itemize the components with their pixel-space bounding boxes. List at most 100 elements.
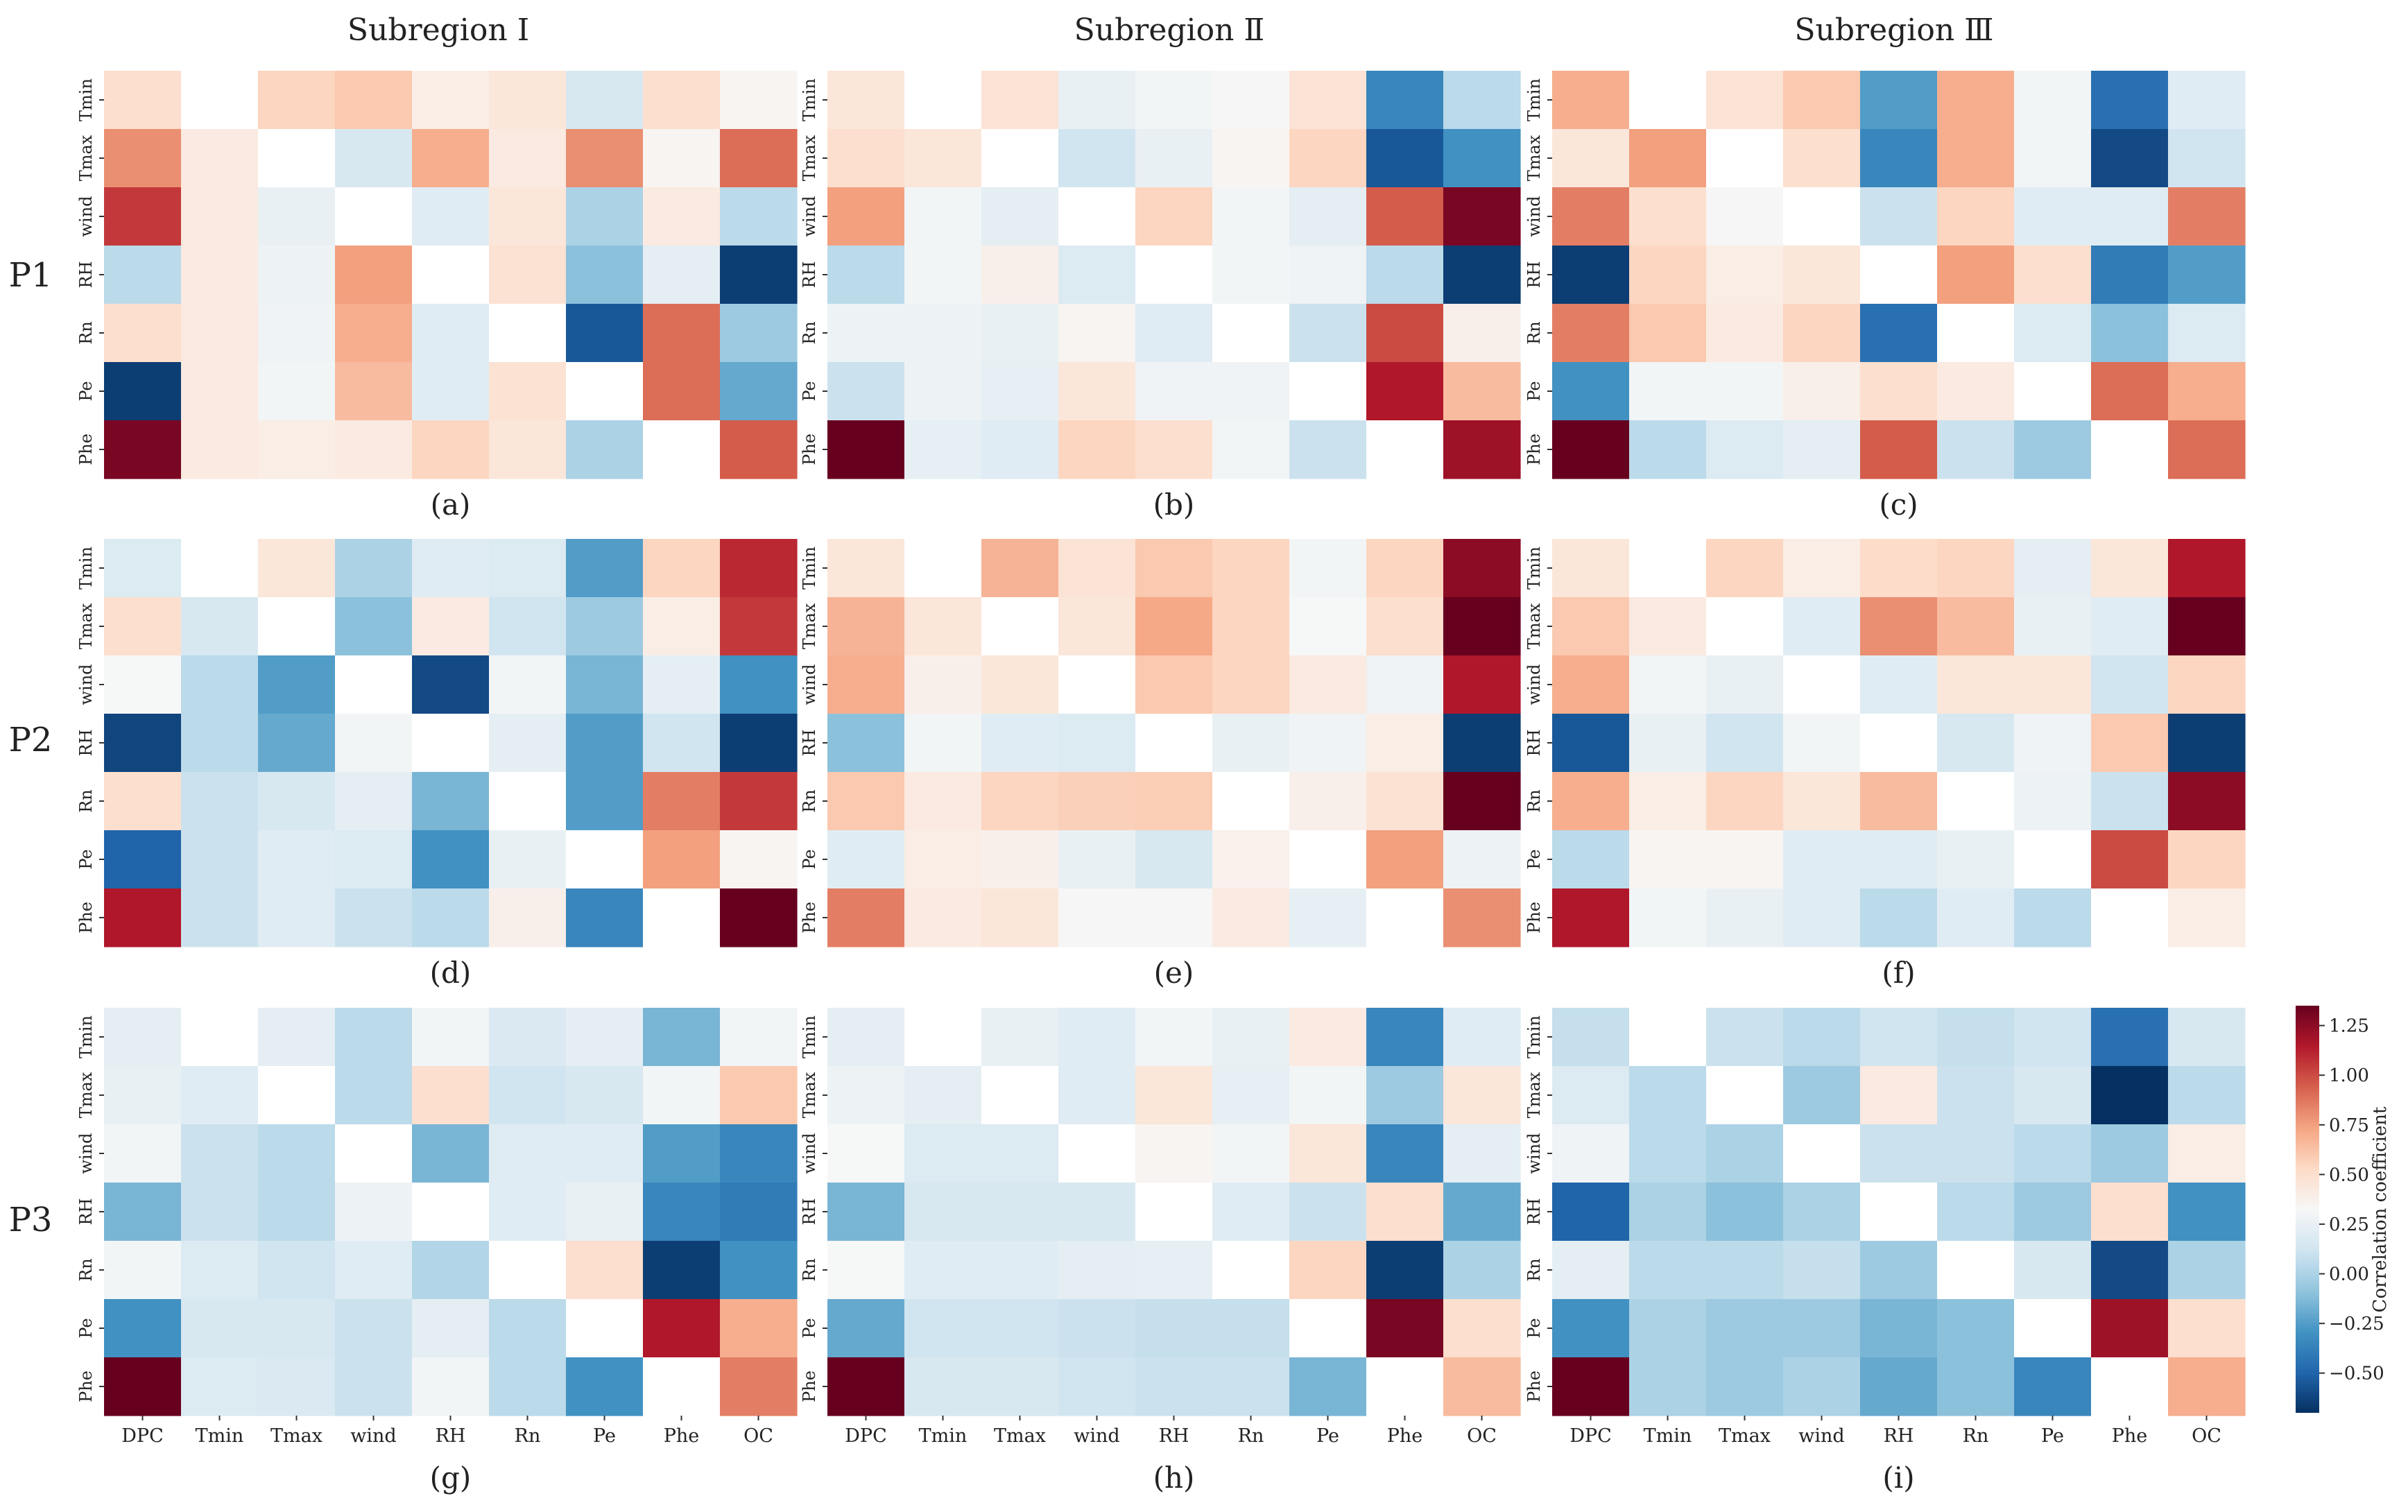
heatmap-cell (1783, 129, 1861, 188)
heatmap-cell (258, 187, 336, 246)
heatmap-cell (1289, 129, 1367, 188)
x-tick-label: Tmax (994, 1425, 1046, 1447)
heatmap-cell (258, 539, 336, 598)
heatmap-cell (720, 362, 798, 421)
heatmap-cell (904, 888, 982, 947)
heatmap-cell (1289, 539, 1367, 598)
heatmap-cell (1289, 362, 1367, 421)
heatmap-cell (1783, 714, 1861, 773)
heatmap-cell (1058, 1066, 1136, 1125)
heatmap-cell (1860, 1008, 1938, 1067)
y-tick-label: Phe (800, 1371, 819, 1402)
heatmap-cell (1629, 1008, 1707, 1067)
heatmap-cell (258, 772, 336, 831)
heatmap-cell (1552, 539, 1630, 598)
heatmap-cell (2091, 1183, 2169, 1242)
heatmap-cell (104, 1357, 182, 1416)
heatmap-cell (1783, 362, 1861, 421)
heatmap-cell (1860, 1183, 1938, 1242)
heatmap-cell (1783, 1357, 1861, 1416)
heatmap-cell (104, 597, 182, 656)
heatmap-cell (104, 539, 182, 598)
x-tick-label: Rn (1238, 1425, 1264, 1447)
heatmap-cell (1058, 246, 1136, 304)
heatmap-cell (1135, 1066, 1213, 1125)
heatmap-cell (335, 1357, 413, 1416)
y-tick-label: Phe (1524, 433, 1544, 465)
y-tick-label: RH (1524, 730, 1544, 757)
heatmap-cell (104, 1066, 182, 1125)
heatmap-cell (1366, 655, 1444, 714)
heatmap-cell (904, 246, 982, 304)
heatmap-cell (1443, 362, 1521, 421)
heatmap-cell (412, 597, 490, 656)
heatmap-cell (1135, 539, 1213, 598)
heatmap-cell (566, 420, 644, 479)
y-tick-label: wind (800, 1133, 819, 1174)
heatmap-cell (720, 420, 798, 479)
heatmap-cell (643, 1008, 721, 1067)
heatmap-cell (1629, 1066, 1707, 1125)
heatmap-cell (412, 1008, 490, 1067)
column-title-subregion-1: Subregion Ⅰ (347, 12, 529, 48)
colorbar-tick-label: 0.75 (2329, 1115, 2369, 1136)
y-tick-label: Phe (800, 433, 819, 465)
x-tick-label: Tmax (270, 1425, 322, 1447)
heatmap-cell (1366, 1299, 1444, 1358)
heatmap-cell (827, 304, 905, 363)
heatmap-cell (1058, 71, 1136, 130)
heatmap-cell (1289, 1241, 1367, 1300)
heatmap-cell (1289, 1008, 1367, 1067)
heatmap-cell (1860, 246, 1938, 304)
heatmap-cell (1706, 655, 1784, 714)
heatmap-cell (1706, 830, 1784, 889)
heatmap-cell (566, 1008, 644, 1067)
heatmap-cell (1366, 362, 1444, 421)
heatmap-cell (981, 539, 1059, 598)
heatmap-cell (258, 246, 336, 304)
heatmap-cell (566, 772, 644, 831)
heatmap-cell (1289, 1183, 1367, 1242)
y-tick-label: Phe (1524, 1371, 1544, 1402)
y-tick-label: Tmin (800, 547, 819, 590)
heatmap-cell (2091, 1124, 2169, 1183)
heatmap-cell (1443, 539, 1521, 598)
heatmap-cell (1937, 304, 2015, 363)
heatmap-cell (1443, 772, 1521, 831)
heatmap-cell (643, 129, 721, 188)
heatmap-cell (181, 714, 259, 773)
heatmap-cell (1058, 1241, 1136, 1300)
heatmap-cell (335, 187, 413, 246)
heatmap-cell (1058, 1008, 1136, 1067)
heatmap-cell (566, 1124, 644, 1183)
heatmap-cell (2091, 539, 2169, 598)
y-tick-label: RH (800, 730, 819, 757)
heatmap-cell (827, 597, 905, 656)
y-tick-label: Tmax (1524, 1072, 1544, 1118)
heatmap-cell (2168, 420, 2246, 479)
heatmap-cell (258, 655, 336, 714)
heatmap-panel: Tmin Tmax wind RH Rn Pe Phe (f) (1524, 539, 2246, 990)
heatmap-cell (1783, 830, 1861, 889)
y-tick-label: wind (800, 196, 819, 237)
heatmap-cell (1552, 1183, 1630, 1242)
heatmap-cell (2168, 187, 2246, 246)
heatmap-cell (566, 1241, 644, 1300)
heatmap-cell (2168, 1008, 2246, 1067)
heatmap-cell (2091, 187, 2169, 246)
heatmap-cell (1212, 1066, 1290, 1125)
heatmap-cell (1552, 304, 1630, 363)
heatmap-cell (981, 362, 1059, 421)
heatmap-cell (566, 597, 644, 656)
heatmap-cell (489, 187, 567, 246)
heatmap-cell (1366, 830, 1444, 889)
panel-label: (b) (1153, 488, 1195, 522)
heatmap-cell (412, 71, 490, 130)
heatmap-cell (2014, 597, 2092, 656)
heatmap-cell (2168, 772, 2246, 831)
heatmap-cell (1212, 362, 1290, 421)
heatmap-cell (258, 420, 336, 479)
heatmap-cell (1443, 1008, 1521, 1067)
heatmap-cell (1212, 1299, 1290, 1358)
heatmap-panel: Tmin Tmax wind RH Rn Pe Phe (d) (76, 539, 798, 990)
